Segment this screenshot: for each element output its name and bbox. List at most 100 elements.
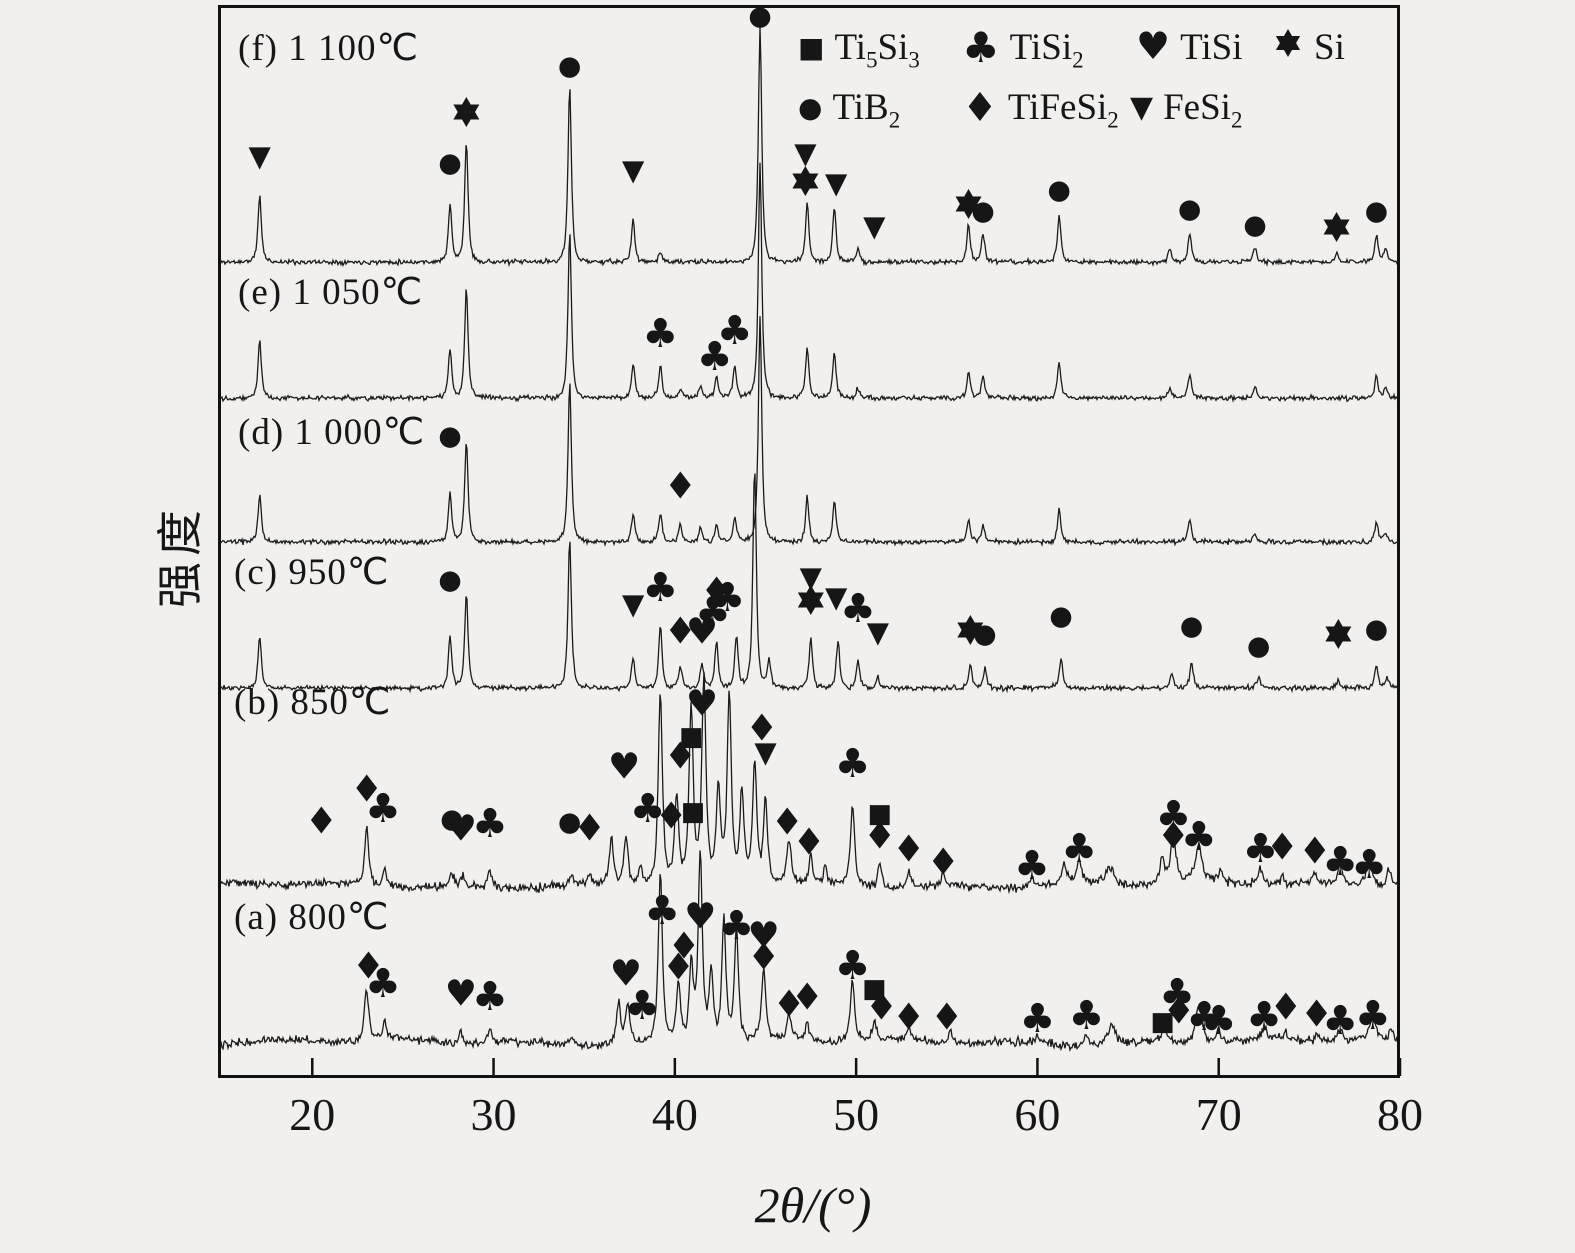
marker-tisi2: ♣ xyxy=(642,565,678,611)
marker-tifesi2: ♦ xyxy=(865,986,898,1029)
diamond-marker-icon: ♦ xyxy=(962,84,998,131)
marker-tisi2: ♣ xyxy=(642,311,678,357)
marker-si-star xyxy=(957,622,984,645)
marker-ti5si3: ■ xyxy=(862,974,887,1004)
marker-tisi2: ♣ xyxy=(697,334,733,380)
marker-tib2: ● xyxy=(438,565,462,596)
series-label-d: (d) 1 000℃ xyxy=(238,412,426,453)
marker-tifesi2: ♦ xyxy=(350,768,383,811)
marker-tifesi2: ♦ xyxy=(771,801,804,844)
marker-ti5si3: ■ xyxy=(867,799,892,829)
xrd-trace-a xyxy=(220,850,1398,1053)
marker-fesi2: ▼ xyxy=(825,166,848,200)
marker-tifesi2: ♦ xyxy=(745,707,778,750)
xrd-trace-b xyxy=(220,671,1398,895)
marker-tisi2: ♣ xyxy=(1061,826,1097,872)
marker-fesi2: ▼ xyxy=(800,560,823,594)
marker-tifesi2: ♦ xyxy=(667,925,700,968)
circle-marker-icon: ● xyxy=(798,90,823,124)
legend-phase-label: Ti5Si3 xyxy=(834,27,920,73)
x-tick-label: 60 xyxy=(1014,1089,1061,1140)
legend-phase-label: TiSi xyxy=(1180,27,1243,68)
marker-si-star xyxy=(797,592,824,615)
marker-tisi2: ♣ xyxy=(835,741,871,787)
marker-tifesi2: ♦ xyxy=(1298,830,1331,873)
legend-phase-label: Si xyxy=(1314,27,1345,68)
marker-tisi2: ♣ xyxy=(719,903,755,949)
legend-item-ti5si3: ■ Ti5Si3 xyxy=(798,26,920,73)
marker-tib2: ● xyxy=(1180,611,1204,642)
legend-item-tisi: ♥ TiSi xyxy=(1136,26,1243,69)
marker-tisi2: ♣ xyxy=(1159,971,1195,1017)
xrd-trace-e xyxy=(220,162,1398,403)
marker-tisi2: ♣ xyxy=(472,801,508,847)
marker-tisi: ♥ xyxy=(610,954,642,995)
marker-tisi2: ♣ xyxy=(1014,843,1050,889)
marker-tib2: ● xyxy=(748,1,772,32)
x-tick-label: 70 xyxy=(1195,1089,1242,1140)
marker-ti5si3: ■ xyxy=(1150,1007,1175,1037)
marker-fesi2: ▼ xyxy=(794,136,817,170)
marker-tifesi2: ♦ xyxy=(1162,990,1195,1033)
marker-si-star xyxy=(955,196,982,219)
marker-tib2: ● xyxy=(438,421,462,452)
legend-item-tisi2: ♣ TiSi2 xyxy=(962,26,1084,73)
series-label-c: (c) 950℃ xyxy=(234,552,390,593)
marker-tifesi2: ♦ xyxy=(930,996,963,1039)
legend-phase-label: FeSi2 xyxy=(1163,87,1243,133)
marker-tifesi2: ♦ xyxy=(700,570,733,613)
x-tick-label: 80 xyxy=(1377,1089,1423,1140)
x-tick-label: 40 xyxy=(651,1089,698,1140)
marker-tifesi2: ♦ xyxy=(664,610,697,653)
legend-item-si: Si xyxy=(1272,26,1345,69)
marker-tifesi2: ♦ xyxy=(747,936,780,979)
marker-tib2: ● xyxy=(1243,210,1267,241)
legend-phase-label: TiB2 xyxy=(832,87,901,133)
marker-tisi2: ♣ xyxy=(840,586,876,632)
marker-tib2: ● xyxy=(1365,196,1389,227)
marker-tisi2: ♣ xyxy=(695,589,731,635)
marker-fesi2: ▼ xyxy=(622,587,645,621)
marker-tifesi2: ♦ xyxy=(664,465,697,508)
marker-tifesi2: ♦ xyxy=(655,795,688,838)
marker-tisi2: ♣ xyxy=(624,983,660,1029)
club-marker-icon: ♣ xyxy=(962,22,1000,72)
marker-tifesi2: ♦ xyxy=(927,841,960,884)
marker-tisi2: ♣ xyxy=(1068,993,1104,1039)
marker-tifesi2: ♦ xyxy=(1300,993,1333,1036)
marker-tifesi2: ♦ xyxy=(352,945,385,988)
marker-tisi: ♥ xyxy=(445,974,477,1015)
legend-item-tifesi2: ♦ TiFeSi2 xyxy=(962,86,1119,133)
marker-si-star xyxy=(1325,626,1352,649)
legend-phase-label: TiSi2 xyxy=(1009,27,1084,73)
marker-tifesi2: ♦ xyxy=(1269,986,1302,1029)
marker-tisi2: ♣ xyxy=(1019,996,1055,1042)
xrd-trace-c xyxy=(220,473,1398,694)
marker-tifesi2: ♦ xyxy=(863,815,896,858)
series-label-b: (b) 850℃ xyxy=(234,682,392,723)
marker-tifesi2: ♦ xyxy=(573,807,606,850)
marker-tisi: ♥ xyxy=(686,612,718,653)
marker-tib2: ● xyxy=(558,807,582,838)
y-axis-label: 强度 xyxy=(155,504,206,608)
marker-tisi2: ♣ xyxy=(1186,994,1222,1040)
marker-tisi2: ♣ xyxy=(1355,993,1391,1039)
marker-tisi: ♥ xyxy=(684,897,716,938)
marker-tisi2: ♣ xyxy=(1322,998,1358,1044)
heart-marker-icon: ♥ xyxy=(1136,23,1171,68)
legend-item-fesi2: ▼ FeSi2 xyxy=(1130,86,1242,133)
marker-ti5si3: ■ xyxy=(681,797,706,827)
legend-phase-label: TiFeSi2 xyxy=(1007,87,1119,133)
marker-tisi2: ♣ xyxy=(472,974,508,1020)
marker-tifesi2: ♦ xyxy=(791,976,824,1019)
marker-tisi2: ♣ xyxy=(709,575,745,621)
square-marker-icon: ■ xyxy=(798,30,825,64)
marker-fesi2: ▼ xyxy=(867,615,890,649)
x-axis-label: 2θ/(°) xyxy=(754,1177,872,1233)
marker-tib2: ● xyxy=(1049,601,1073,632)
marker-tisi2: ♣ xyxy=(1246,994,1282,1040)
marker-fesi2: ▼ xyxy=(825,580,848,614)
marker-tisi2: ♣ xyxy=(1351,842,1387,888)
marker-tifesi2: ♦ xyxy=(662,946,695,989)
